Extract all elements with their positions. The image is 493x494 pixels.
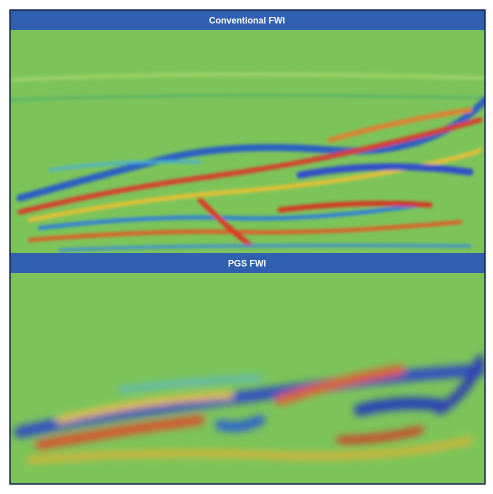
seismic-image xyxy=(10,30,485,253)
panel-conventional: Conventional FWI xyxy=(10,10,485,253)
seismic-image xyxy=(10,273,485,484)
page: Conventional FWI PGS FWI xyxy=(0,0,493,494)
panel-pgs: PGS FWI xyxy=(10,253,485,484)
figure: Conventional FWI PGS FWI xyxy=(0,0,493,494)
panel-title: PGS FWI xyxy=(228,258,266,268)
panel-title: Conventional FWI xyxy=(209,15,285,25)
